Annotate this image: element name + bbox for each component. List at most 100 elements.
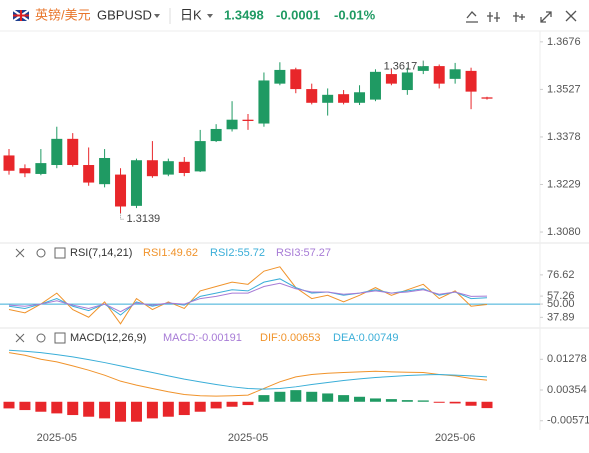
- y-tick-label: 57.26: [547, 290, 575, 302]
- dropdown-icon[interactable]: [207, 14, 213, 18]
- candle-body: [115, 174, 127, 207]
- legend-entry: DEA:0.00749: [333, 332, 398, 344]
- rsi-line: [8, 278, 488, 316]
- macd-bar: [481, 401, 493, 409]
- symbol-cn[interactable]: 英镑/美元: [35, 7, 91, 22]
- candle-body: [162, 161, 174, 175]
- dropdown-icon[interactable]: [154, 14, 160, 18]
- candle-body: [19, 168, 31, 174]
- macd-bar: [51, 401, 63, 414]
- close-icon[interactable]: [15, 248, 25, 258]
- legend-entry: MACD:-0.00191: [163, 332, 242, 344]
- eye-icon[interactable]: [54, 247, 66, 259]
- y-tick-label: 1.3229: [547, 178, 581, 190]
- macd-bar: [226, 401, 238, 407]
- macd-toolbar: [15, 332, 66, 344]
- macd-bar: [274, 391, 286, 402]
- y-tick-label: 1.3378: [547, 131, 581, 143]
- candle-body: [449, 69, 461, 79]
- macd-bar: [322, 393, 334, 402]
- close-icon[interactable]: [15, 333, 25, 343]
- candle-body: [354, 92, 366, 103]
- macd-bar: [401, 400, 413, 402]
- candle-body: [35, 163, 47, 174]
- macd-bar: [146, 401, 158, 419]
- price: 1.3498: [224, 7, 264, 22]
- candle-body: [242, 119, 254, 121]
- candle-body: [338, 94, 350, 103]
- header: 英镑/美元 GBPUSD 日K 1.3498 -0.0001 -0.01%: [12, 7, 577, 24]
- macd-bar: [242, 401, 254, 406]
- macd-bar: [290, 390, 302, 402]
- candle-body: [385, 74, 397, 84]
- candle-body: [322, 94, 334, 103]
- candle-body: [401, 72, 413, 91]
- candle-body: [417, 66, 429, 71]
- close-icon[interactable]: [565, 10, 577, 22]
- candle-body: [258, 80, 270, 124]
- candle-body: [146, 160, 158, 177]
- legend-entry: RSI3:57.27: [276, 247, 331, 259]
- candle-body: [67, 138, 79, 166]
- draw-tool-icon[interactable]: [466, 11, 478, 23]
- y-tick-label: 76.62: [547, 269, 575, 281]
- rsi-toolbar: [15, 247, 66, 259]
- rsi-line: [8, 282, 488, 313]
- candle-body: [369, 71, 381, 100]
- rsi-line: [8, 266, 488, 325]
- settings-icon[interactable]: [36, 248, 46, 258]
- candle-body: [226, 119, 238, 130]
- y-tick-label: 0.00354: [547, 384, 587, 396]
- macd-bar: [417, 400, 429, 402]
- candle-body: [99, 157, 111, 185]
- macd-bar: [83, 401, 95, 417]
- macd-bar: [338, 395, 350, 402]
- macd-bar: [35, 401, 47, 412]
- fullscreen-icon[interactable]: [540, 11, 552, 23]
- macd-bar: [449, 401, 461, 404]
- legend-entry: RSI2:55.72: [210, 247, 265, 259]
- macd-bar: [67, 401, 79, 416]
- change: -0.0001: [276, 7, 320, 22]
- legend-entry: RSI1:49.62: [143, 247, 198, 259]
- candle-body: [306, 89, 318, 103]
- candle-body: [433, 66, 445, 84]
- candle-body: [3, 155, 15, 171]
- macd-bar: [194, 401, 206, 412]
- settings-icon[interactable]: [36, 333, 46, 343]
- macd-bar: [3, 401, 15, 409]
- y-tick-label: 1.3527: [547, 83, 581, 95]
- macd-bar: [354, 396, 366, 402]
- macd-line: [8, 349, 488, 390]
- candle-body: [83, 165, 95, 183]
- candle-body: [178, 161, 190, 173]
- macd-bar: [465, 401, 477, 406]
- candle-body: [210, 128, 222, 142]
- x-tick-label: 2025-05: [228, 432, 268, 444]
- candle-body: [465, 70, 477, 92]
- macd-bar: [99, 401, 111, 419]
- eye-icon[interactable]: [54, 332, 66, 344]
- macd-bar: [433, 401, 445, 403]
- indicator-title: MACD(12,26,9): [70, 332, 146, 344]
- y-tick-label: -0.00571: [547, 415, 589, 427]
- flag-cross-red: [13, 10, 29, 21]
- y-tick-label: 0.01278: [547, 353, 587, 365]
- macd-bar: [258, 395, 270, 402]
- macd-bar: [178, 401, 190, 416]
- legend-entry: DIF:0.00653: [260, 332, 321, 344]
- indicator-icon[interactable]: [487, 12, 500, 22]
- macd-bar: [19, 401, 31, 411]
- min-annotation: 1.3139: [127, 213, 161, 225]
- macd-line: [8, 352, 488, 397]
- max-annotation: 1.3617: [384, 61, 418, 73]
- symbol[interactable]: GBPUSD: [97, 7, 152, 22]
- period[interactable]: 日K: [180, 7, 202, 22]
- compare-icon[interactable]: [513, 12, 525, 22]
- indicator-title: RSI(7,14,21): [70, 247, 132, 259]
- macd-bar: [210, 401, 222, 409]
- change-pct: -0.01%: [334, 7, 376, 22]
- macd-bar: [162, 401, 174, 417]
